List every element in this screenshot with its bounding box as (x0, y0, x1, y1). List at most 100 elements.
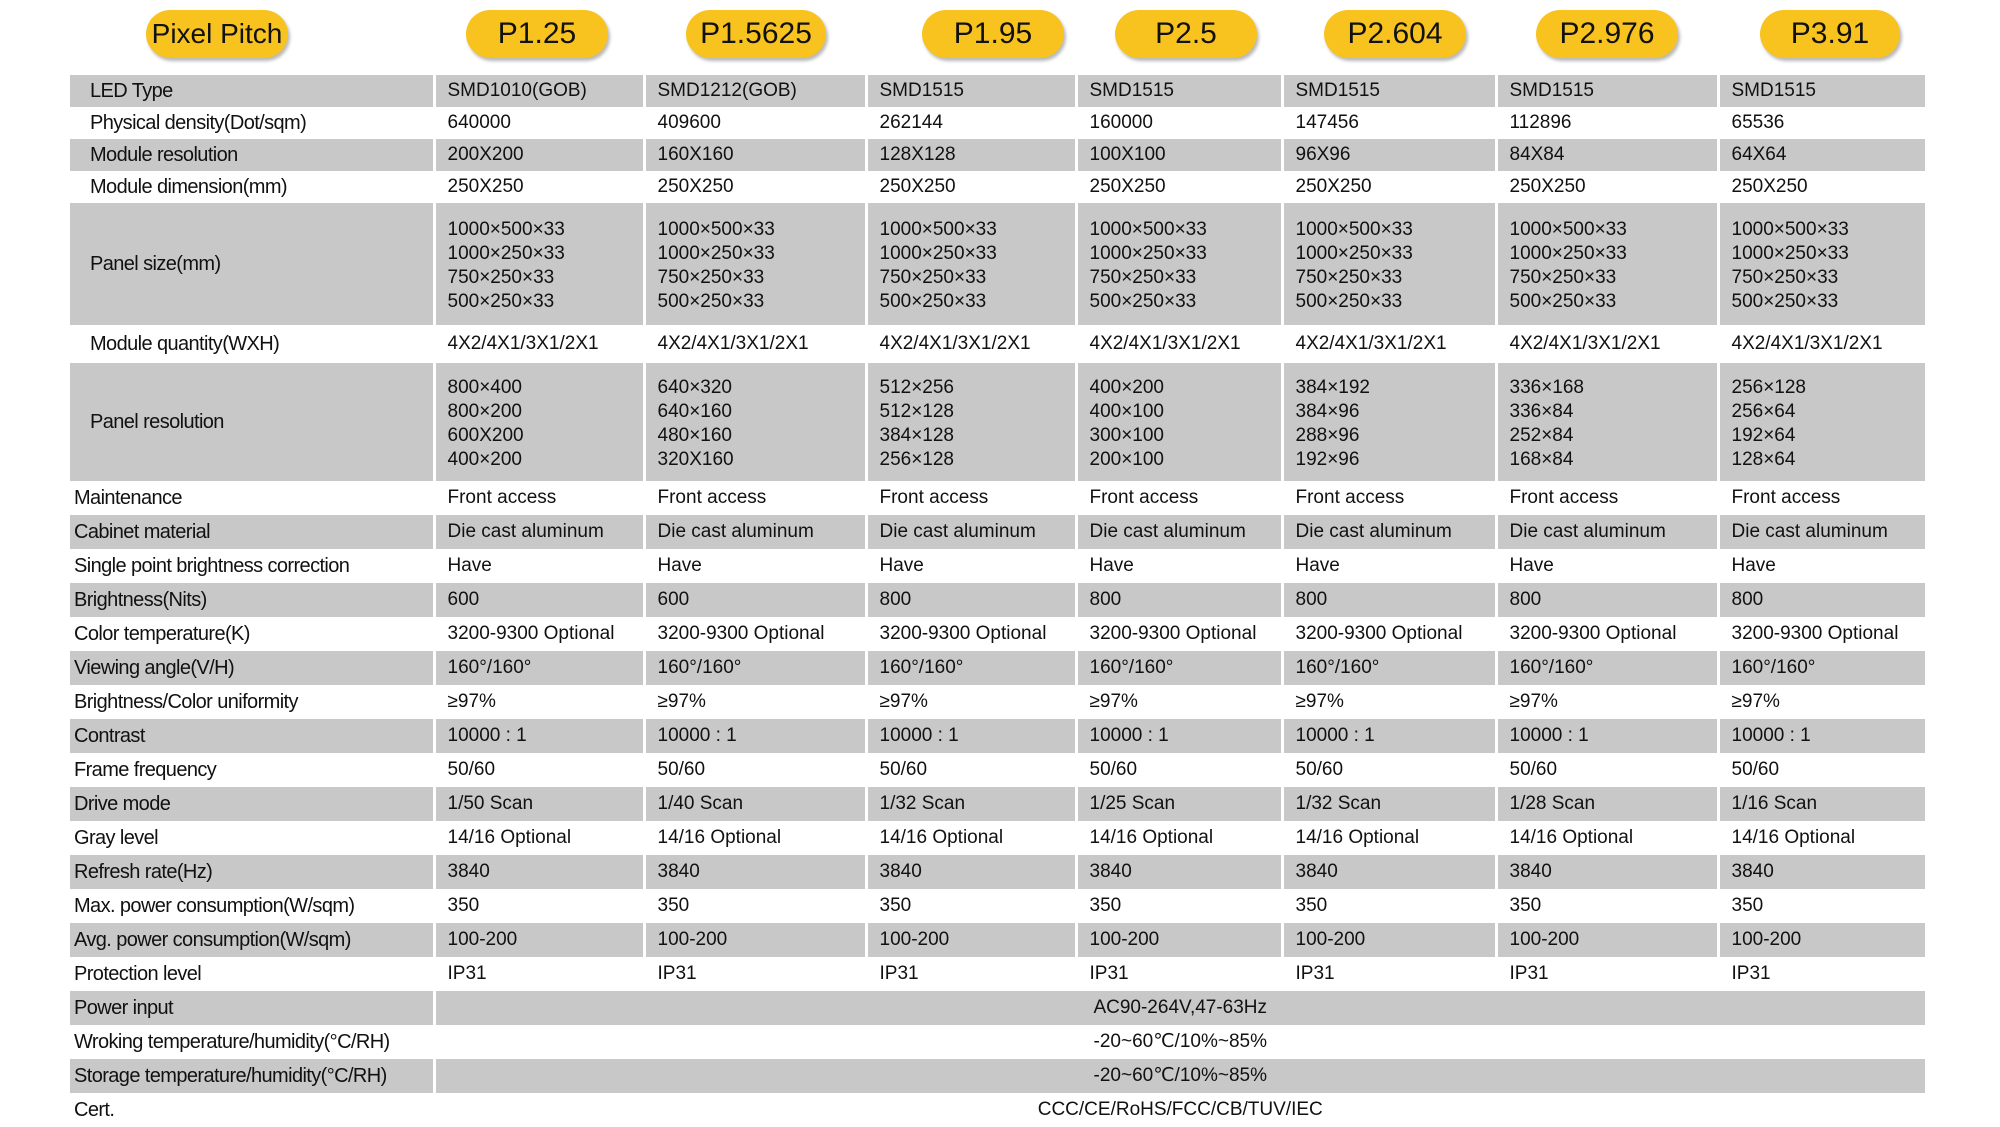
value-line: 1000×250×33 (1509, 243, 1627, 265)
value-cell: 64X64 (1716, 139, 1925, 171)
value-cell: ≥97% (432, 685, 644, 719)
value-cell: 4X2/4X1/3X1/2X1 (1074, 325, 1282, 363)
value-cell: 3840 (864, 855, 1076, 889)
value-cell: 800 (1716, 583, 1925, 617)
spec-row-cert: Cert. CCC/CE/RoHS/FCC/CB/TUV/IEC (70, 1093, 1925, 1127)
value-cell: 3200-9300 Optional (1074, 617, 1282, 651)
spec-row-cabinet-material: Cabinet material Die cast aluminum Die cas… (70, 515, 1925, 549)
value-line: 1000×250×33 (1731, 243, 1849, 265)
value-line: 800×400 (447, 377, 523, 399)
spec-row-physical-density-dot-sqm: Physical density(Dot/sqm) 640000 409600 262… (70, 107, 1925, 139)
value-cell: 147456 (1280, 107, 1496, 139)
value-line: 512×256 (879, 377, 955, 399)
value-cell: 350 (1494, 889, 1718, 923)
value-line: 128×64 (1731, 448, 1796, 470)
value-cell: 250X250 (1280, 171, 1496, 203)
model-pill-p2-604: P2.604 (1324, 10, 1466, 58)
value-lines: 256×128 256×64 192×64 128×64 (1732, 373, 1926, 470)
value-cell: 250X250 (432, 171, 644, 203)
spec-row-brightness-nits: Brightness(Nits) 600 600 800 800 800 800 800 (70, 583, 1925, 617)
value-cell: SMD1515 (1716, 75, 1925, 107)
value-cell: ≥97% (864, 685, 1076, 719)
value-line: 500×250×33 (879, 290, 987, 312)
value-line: 1000×500×33 (1509, 219, 1627, 241)
value-cell: 250X250 (864, 171, 1076, 203)
value-line: 1000×500×33 (657, 219, 775, 241)
value-cell: 50/60 (432, 753, 644, 787)
value-cell: 3840 (642, 855, 866, 889)
value-cell: Front access (1280, 481, 1496, 515)
value-cell: 600 (432, 583, 644, 617)
value-cell: 14/16 Optional (1280, 821, 1496, 855)
value-cell: 128X128 (864, 139, 1076, 171)
value-line: 168×84 (1509, 448, 1574, 470)
value-lines: 1000×500×33 1000×250×33 750×250×33 500×250×… (658, 215, 865, 312)
value-cell: SMD1010(GOB) (432, 75, 644, 107)
spanned-value: AC90-264V,47-63Hz (432, 991, 1925, 1025)
multiline-value-cell: 1000×500×33 1000×250×33 750×250×33 500×250×… (864, 203, 1076, 325)
value-line: 1000×250×33 (657, 243, 775, 265)
spec-row-contrast: Contrast 10000 : 1 10000 : 1 10000 : 1 10000… (70, 719, 1925, 753)
value-cell: 10000 : 1 (1280, 719, 1496, 753)
value-cell: 10000 : 1 (864, 719, 1076, 753)
value-lines: 384×192 384×96 288×96 192×96 (1296, 373, 1495, 470)
value-cell: SMD1212(GOB) (642, 75, 866, 107)
value-line: 336×84 (1509, 401, 1574, 423)
value-lines: 1000×500×33 1000×250×33 750×250×33 500×250×… (1510, 215, 1717, 312)
value-cell: 100X100 (1074, 139, 1282, 171)
spec-row-refresh-rate-hz: Refresh rate(Hz) 3840 3840 3840 3840 3840 3840… (70, 855, 1925, 889)
row-label: Frame frequency (70, 753, 434, 787)
row-label: Brightness/Color uniformity (70, 685, 434, 719)
value-line: 1000×250×33 (447, 243, 565, 265)
row-label: Single point brightness correction (70, 549, 434, 583)
value-cell: 10000 : 1 (642, 719, 866, 753)
multiline-value-cell: 1000×500×33 1000×250×33 750×250×33 500×250×… (1074, 203, 1282, 325)
value-line: 252×84 (1509, 425, 1574, 446)
value-line: 1000×500×33 (447, 219, 565, 241)
multiline-value-cell: 256×128 256×64 192×64 128×64 (1716, 363, 1926, 481)
value-cell: 1/25 Scan (1074, 787, 1282, 821)
value-cell: 1/16 Scan (1716, 787, 1925, 821)
model-pill-p1-95: P1.95 (922, 10, 1064, 58)
value-line: 500×250×33 (1509, 290, 1617, 312)
value-cell: 1/32 Scan (1280, 787, 1496, 821)
value-cell: 65536 (1716, 107, 1925, 139)
row-label: Brightness(Nits) (70, 583, 434, 617)
spec-row-module-dimension-mm: Module dimension(mm) 250X250 250X250 250X25… (70, 171, 1925, 203)
multiline-value-cell: 336×168 336×84 252×84 168×84 (1494, 363, 1718, 481)
value-cell: ≥97% (642, 685, 866, 719)
value-line: 640×160 (657, 401, 733, 423)
value-line: 512×128 (879, 401, 955, 423)
pixel-pitch-label-pill: Pixel Pitch (146, 10, 288, 58)
value-cell: 100-200 (864, 923, 1076, 957)
multiline-value-cell: 800×400 800×200 600X200 400×200 (432, 363, 644, 481)
value-cell: 100-200 (1716, 923, 1925, 957)
value-cell: 250X250 (642, 171, 866, 203)
value-line: 500×250×33 (1295, 290, 1403, 312)
value-cell: IP31 (864, 957, 1076, 991)
value-line: 300×100 (1089, 425, 1165, 446)
value-cell: 160000 (1074, 107, 1282, 139)
spec-table: LED Type SMD1010(GOB) SMD1212(GOB) SMD1515 S… (70, 75, 1925, 1127)
value-cell: 160°/160° (1494, 651, 1718, 685)
model-pill-p2-5: P2.5 (1115, 10, 1257, 58)
value-cell: 250X250 (1716, 171, 1925, 203)
value-lines: 400×200 400×100 300×100 200×100 (1090, 373, 1281, 470)
value-cell: 4X2/4X1/3X1/2X1 (432, 325, 644, 363)
value-cell: Front access (1074, 481, 1282, 515)
value-cell: ≥97% (1716, 685, 1925, 719)
row-label: Cabinet material (70, 515, 434, 549)
value-line: 200×100 (1089, 448, 1165, 470)
value-cell: 4X2/4X1/3X1/2X1 (1280, 325, 1496, 363)
value-cell: IP31 (1074, 957, 1282, 991)
value-line: 256×128 (1731, 377, 1807, 399)
value-cell: 1/50 Scan (432, 787, 644, 821)
spec-row-brightness-color-uniformity: Brightness/Color uniformity ≥97% ≥97% ≥97% ≥… (70, 685, 1925, 719)
value-line: 800×200 (447, 401, 523, 423)
value-cell: Die cast aluminum (1716, 515, 1925, 549)
value-cell: 3200-9300 Optional (1494, 617, 1718, 651)
multiline-value-cell: 512×256 512×128 384×128 256×128 (864, 363, 1076, 481)
value-cell: 50/60 (1280, 753, 1496, 787)
spec-row-frame-frequency: Frame frequency 50/60 50/60 50/60 50/60 50/60… (70, 753, 1925, 787)
